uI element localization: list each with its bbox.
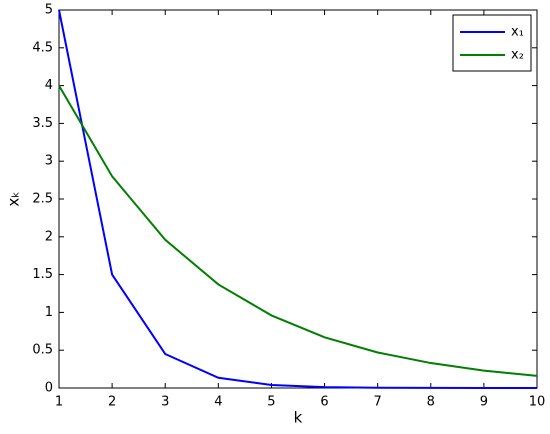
line-series bbox=[58, 9, 538, 389]
x-tick-label: 10 bbox=[529, 395, 546, 410]
y-tick-label: 0 bbox=[45, 381, 53, 396]
y-tick-label: 2 bbox=[45, 229, 53, 244]
y-tick-label: 2.5 bbox=[32, 192, 53, 207]
line-series bbox=[58, 85, 538, 377]
x-tick-label: 5 bbox=[267, 395, 275, 410]
y-tick-label: 3 bbox=[45, 154, 53, 169]
y-tick-label: 4.5 bbox=[32, 40, 53, 55]
y-tick-label: 1.5 bbox=[32, 267, 53, 282]
legend-label: x₁ bbox=[511, 25, 524, 40]
x-tick-label: 6 bbox=[320, 395, 328, 410]
x-tick-label: 2 bbox=[108, 395, 116, 410]
x-tick-label: 9 bbox=[480, 395, 488, 410]
x-tick-label: 1 bbox=[55, 395, 63, 410]
x-tick-label: 7 bbox=[374, 395, 382, 410]
y-axis-label: xₖ bbox=[5, 191, 23, 206]
x-axis-label: k bbox=[294, 409, 303, 427]
y-tick-label: 0.5 bbox=[32, 343, 53, 358]
y-tick-label: 4 bbox=[45, 78, 53, 93]
y-tick-label: 3.5 bbox=[32, 116, 53, 131]
y-tick-label: 1 bbox=[45, 305, 53, 320]
x-tick-label: 3 bbox=[161, 395, 169, 410]
y-tick-label: 5 bbox=[45, 3, 53, 18]
legend-box bbox=[452, 14, 532, 72]
x-tick-label: 4 bbox=[214, 395, 222, 410]
x-tick-label: 8 bbox=[427, 395, 435, 410]
legend-label: x₂ bbox=[511, 48, 524, 63]
